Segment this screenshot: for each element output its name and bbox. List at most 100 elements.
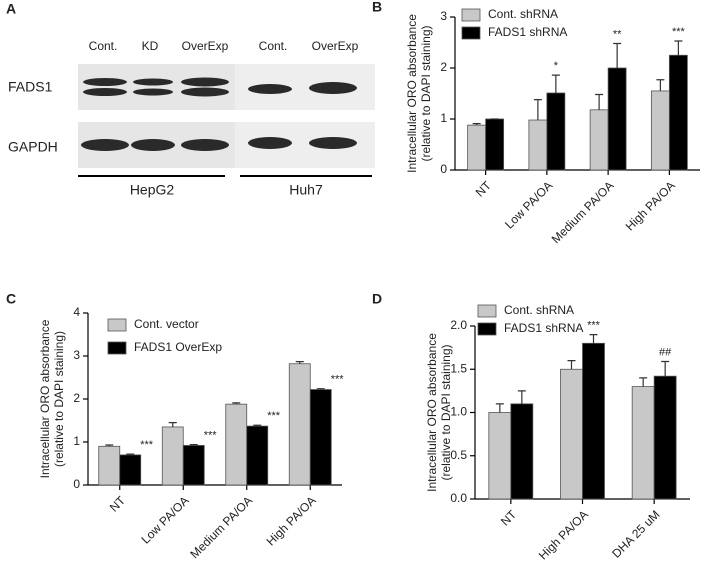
band [81, 139, 129, 151]
legend-swatch [477, 322, 497, 336]
lane-label: OverExp [182, 39, 229, 53]
legend-swatch [461, 26, 481, 40]
legend-swatch [461, 8, 481, 22]
significance: * [554, 60, 559, 72]
band [309, 82, 357, 94]
bands [81, 77, 357, 151]
significance: *** [672, 26, 686, 38]
significance: *** [587, 320, 601, 332]
cell-line-label: HepG2 [130, 182, 175, 198]
bar [668, 54, 688, 171]
y-axis-label: Intracellular ORO absorbance [405, 14, 419, 173]
panel-a: A Cont. KD OverExp Cont. OverExp FADS1 G… [6, 1, 375, 198]
bar [510, 403, 534, 500]
x-tick-label: High PA/OA [536, 507, 591, 562]
panel-label: A [6, 1, 16, 17]
bar [98, 445, 121, 486]
y-tick-label: 1.5 [450, 361, 467, 375]
y-tick-label: 1 [73, 434, 80, 448]
significance: *** [140, 439, 154, 451]
panel: C Intracellular ORO absorbance (relative t… [6, 291, 344, 562]
y-tick-label: 0.5 [450, 448, 467, 462]
bar [309, 389, 332, 486]
band [181, 77, 229, 87]
bar [582, 342, 605, 500]
lane-label: Cont. [259, 39, 288, 53]
y-tick-label: 2 [73, 391, 80, 405]
legend-swatch [107, 318, 127, 332]
error-bar [472, 122, 481, 126]
error-bar [589, 334, 598, 344]
y-tick-label: 0 [440, 162, 447, 176]
y-axis-label: Intracellular ORO absorbance [38, 319, 52, 478]
blot [78, 64, 235, 110]
error-bar [295, 360, 304, 364]
x-tick-label: Low PA/OA [138, 493, 191, 546]
lane-label: KD [142, 39, 159, 53]
bar [653, 375, 677, 500]
significance: ## [659, 346, 672, 358]
significance: ** [613, 28, 622, 40]
x-tick-label: High PA/OA [623, 178, 678, 233]
x-tick-label: Medium PA/OA [187, 493, 255, 561]
x-tick-label: NT [107, 493, 129, 515]
band [248, 137, 292, 149]
error-bar [105, 444, 114, 447]
band [181, 139, 229, 151]
error-bar [232, 402, 241, 405]
error-bar [656, 79, 665, 91]
y-tick-label: 3 [440, 9, 447, 23]
cell-line-label: Huh7 [289, 182, 323, 198]
y-tick-label: 3 [73, 348, 80, 362]
legend-swatch [477, 304, 497, 318]
band [131, 139, 175, 151]
y-tick-label: 2 [440, 60, 447, 74]
error-bar [189, 443, 198, 446]
bar [246, 425, 269, 486]
y-tick-label: 2.0 [450, 318, 467, 332]
bar [528, 119, 548, 171]
y-axis-label: Intracellular ORO absorbance [425, 333, 439, 492]
legend-label: Cont. shRNA [504, 303, 574, 317]
y-tick-label: 0 [73, 477, 80, 491]
legend-label: FADS1 shRNA [488, 25, 567, 39]
panel: B Intracellular ORO absorbance (relative t… [372, 0, 700, 246]
legend-label: Cont. shRNA [488, 7, 558, 21]
error-bar [253, 424, 262, 427]
bar [488, 412, 512, 500]
error-bar [595, 93, 604, 110]
bar [225, 403, 248, 486]
error-bar [567, 360, 576, 370]
lane-label: OverExp [312, 39, 359, 53]
bar [607, 67, 627, 171]
band [83, 88, 127, 96]
panel-label: B [372, 0, 382, 15]
band [133, 78, 173, 86]
error-bar [126, 453, 135, 455]
significance: *** [331, 374, 345, 386]
protein-label: FADS1 [8, 79, 53, 95]
significance: *** [267, 410, 281, 422]
panel: D Intracellular ORO absorbance (relative t… [372, 291, 690, 562]
legend-label: Cont. vector [134, 317, 199, 331]
error-bar [639, 377, 648, 387]
y-axis-label: (relative to DAPI staining) [419, 25, 433, 161]
y-axis-label: (relative to DAPI staining) [439, 344, 453, 480]
band [309, 137, 357, 149]
y-axis-label: (relative to DAPI staining) [52, 331, 66, 467]
error-bar [517, 390, 526, 404]
panel-label: C [6, 291, 16, 307]
y-tick-label: 4 [73, 305, 80, 319]
bar [650, 90, 670, 171]
x-tick-label: DHA 25 uM [609, 507, 662, 560]
y-tick-label: 1.0 [450, 405, 467, 419]
panel-label: D [372, 291, 382, 307]
bar [182, 445, 205, 486]
y-tick-label: 1 [440, 111, 447, 125]
error-bar [495, 403, 504, 413]
error-bar [661, 360, 670, 377]
lane-label: Cont. [89, 39, 118, 53]
bar [161, 426, 184, 486]
error-bar [551, 74, 560, 93]
